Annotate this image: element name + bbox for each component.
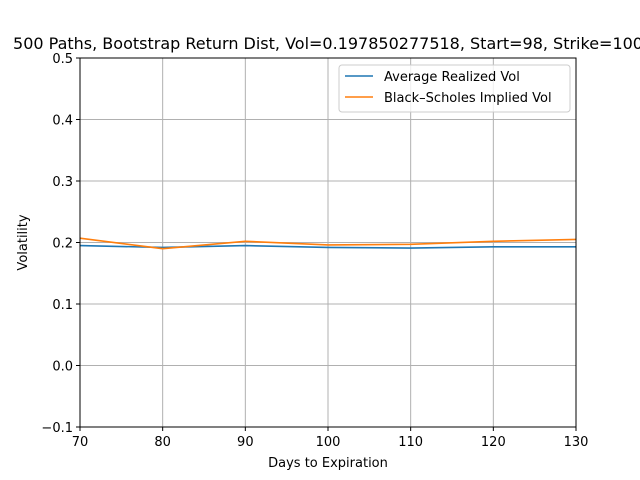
y-tick-label: 0.0 [52, 360, 73, 375]
y-tick-label: 0.2 [52, 237, 73, 252]
x-tick-label: 90 [237, 435, 254, 450]
x-tick-label: 70 [72, 435, 89, 450]
x-tick-label: 110 [398, 435, 423, 450]
x-axis-label: Days to Expiration [268, 456, 388, 471]
y-tick-label: 0.3 [52, 175, 73, 190]
legend-label-implied: Black–Scholes Implied Vol [384, 91, 552, 106]
series-lines [79, 237, 577, 250]
y-tick-label: 0.5 [52, 52, 73, 67]
y-tick-label: −0.1 [41, 421, 73, 436]
series-line-average-realized-vol [79, 244, 576, 249]
legend: Average Realized Vol Black–Scholes Impli… [338, 64, 571, 113]
legend-box [338, 64, 571, 113]
y-tick-label: 0.4 [52, 114, 73, 129]
chart-title: 500 Paths, Bootstrap Return Dist, Vol=0.… [13, 34, 640, 53]
x-tick-label: 80 [154, 435, 171, 450]
x-tick-label: 130 [564, 435, 589, 450]
legend-label-realized: Average Realized Vol [384, 70, 520, 85]
y-tick-label: 0.1 [52, 298, 73, 313]
y-axis-label: Volatility [16, 214, 31, 270]
x-tick-label: 100 [316, 435, 341, 450]
grid [79, 57, 577, 428]
axis-ticks: 70 80 90 100 110 120 130 −0.1 0.0 0.1 0.2 0.3 0.4 0.5 [41, 52, 588, 450]
x-tick-label: 120 [481, 435, 506, 450]
series-line-black-scholes-implied-vol [79, 237, 577, 250]
